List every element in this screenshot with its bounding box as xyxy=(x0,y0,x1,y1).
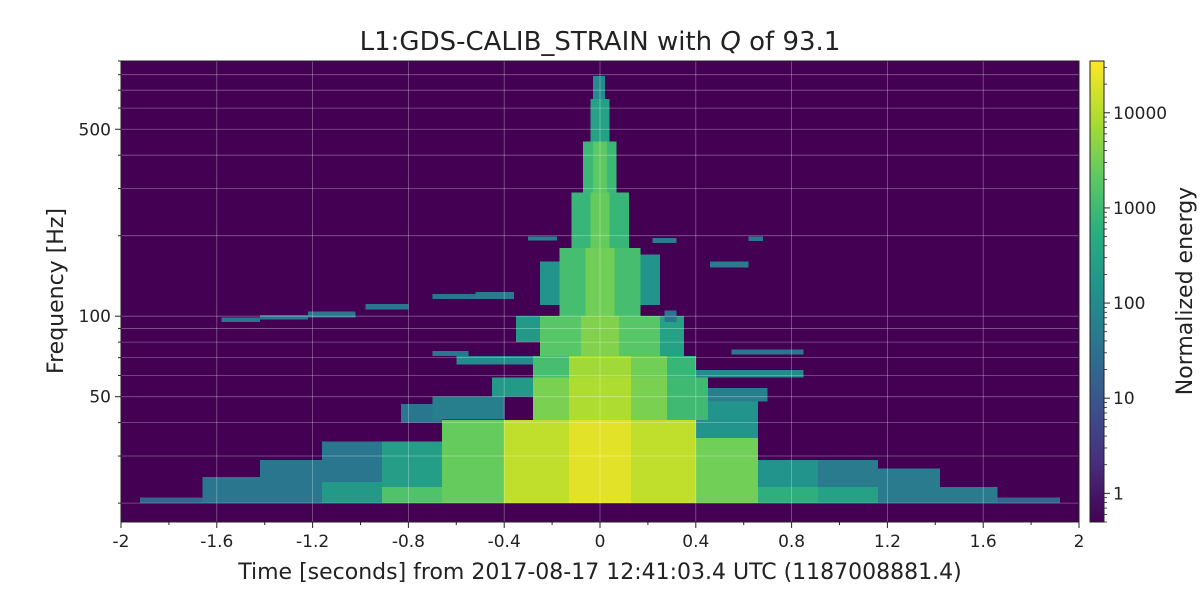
heatmap-tile xyxy=(758,460,818,487)
heatmap-tile xyxy=(259,315,308,320)
y-tick-label: 100 xyxy=(79,307,111,327)
heatmap-tile xyxy=(365,304,409,310)
chart-title-q: Q xyxy=(720,27,740,57)
heatmap-tile xyxy=(695,369,804,378)
heatmap-tile xyxy=(592,141,608,193)
heatmap-tile xyxy=(221,317,260,323)
heatmap-tile xyxy=(571,192,591,248)
heatmap-tile xyxy=(432,294,476,299)
heatmap-tile xyxy=(259,460,323,504)
y-tick-label: 500 xyxy=(79,120,111,140)
heatmap-tile xyxy=(619,316,660,356)
heatmap-tile xyxy=(456,356,533,365)
heatmap-tile xyxy=(140,497,203,504)
x-tick-label: 2 xyxy=(1074,532,1085,552)
heatmap-tile xyxy=(667,356,696,378)
x-tick-label: 1.2 xyxy=(874,532,901,552)
heatmap-tile xyxy=(432,396,505,420)
heatmap-tile xyxy=(877,468,941,504)
heatmap-tile xyxy=(631,356,667,378)
heatmap-tile xyxy=(475,292,514,299)
x-tick-label: -0.8 xyxy=(392,532,425,552)
heatmap-tile xyxy=(382,486,442,504)
heatmap-tile xyxy=(492,377,533,397)
heatmap-tile xyxy=(817,460,878,487)
colorbar-label: Normalized energy xyxy=(1173,187,1198,395)
heatmap-tile xyxy=(540,261,560,306)
x-axis-label: Time [seconds] from 2017-08-17 12:41:03.… xyxy=(237,560,961,585)
chart-title: L1:GDS-CALIB_STRAIN with Q of 93.1 xyxy=(360,27,841,57)
x-axis-ticks: -2 -1.6 -1.2 -0.8 -0.4 0 0.4 0.8 1.2 1.6 2 xyxy=(113,522,1085,552)
colorbar-ticks: 1 10 100 1000 10000 xyxy=(1104,66,1167,523)
heatmap-tile xyxy=(695,438,759,504)
heatmap-tile xyxy=(528,236,557,241)
heatmap-tile xyxy=(532,356,569,378)
x-tick-label: -1.2 xyxy=(296,532,329,552)
heatmap-tile xyxy=(748,236,763,242)
heatmap-tile xyxy=(432,351,469,356)
heatmap-tiles xyxy=(140,76,1060,504)
x-tick-label: 0 xyxy=(595,532,606,552)
colorbar-tick-label: 10000 xyxy=(1113,104,1167,124)
chart-title-prefix: L1:GDS-CALIB_STRAIN with xyxy=(360,27,721,57)
heatmap-tile xyxy=(758,486,818,504)
colorbar-tick-label: 100 xyxy=(1113,294,1145,314)
heatmap-tile xyxy=(940,486,998,504)
heatmap-tile xyxy=(382,441,442,487)
heatmap-tile xyxy=(568,377,632,420)
heatmap-tile xyxy=(707,387,768,402)
heatmap-tile xyxy=(585,247,615,317)
heatmap-tile xyxy=(710,261,749,268)
heatmap-tile xyxy=(609,192,629,248)
y-tick-label: 50 xyxy=(89,388,111,408)
heatmap-tile xyxy=(667,377,708,420)
x-tick-label: -2 xyxy=(113,532,130,552)
x-tick-label: 1.6 xyxy=(970,532,997,552)
heatmap-tile xyxy=(532,377,569,420)
y-axis-ticks: 50 100 500 xyxy=(79,60,121,504)
heatmap-tile xyxy=(659,316,684,356)
chart-title-suffix: of 93.1 xyxy=(741,27,840,57)
heatmap-tile xyxy=(652,238,677,243)
x-tick-label: 0.8 xyxy=(778,532,805,552)
heatmap-tile xyxy=(592,76,605,99)
heatmap-tile xyxy=(307,311,356,318)
x-tick-label: -1.6 xyxy=(200,532,233,552)
heatmap-tile xyxy=(997,497,1060,504)
colorbar-tick-label: 1000 xyxy=(1113,199,1156,219)
heatmap-tile xyxy=(614,247,641,317)
heatmap-tile xyxy=(322,441,383,482)
heatmap-tile xyxy=(580,316,620,356)
y-axis-label: Frequency [Hz] xyxy=(44,208,69,374)
heatmap-tile xyxy=(540,316,581,356)
heatmap-tile xyxy=(504,419,569,504)
heatmap-tile xyxy=(640,254,660,306)
heatmap-tile xyxy=(441,419,505,504)
heatmap-tile xyxy=(322,481,383,504)
x-tick-label: 0.4 xyxy=(682,532,709,552)
heatmap-tile xyxy=(590,98,610,142)
heatmap-tile xyxy=(568,356,632,378)
x-tick-label: -0.4 xyxy=(488,532,521,552)
heatmap-tile xyxy=(590,192,610,248)
heatmap-tile xyxy=(202,477,260,504)
heatmap-tile xyxy=(516,316,541,343)
colorbar xyxy=(1089,60,1105,523)
heatmap-tile xyxy=(568,419,632,504)
heatmap-tile xyxy=(631,377,667,420)
colorbar-tick-label: 1 xyxy=(1113,484,1124,504)
colorbar-tick-label: 10 xyxy=(1113,389,1135,409)
heatmap-tile xyxy=(817,486,878,504)
heatmap-tile xyxy=(731,349,804,355)
heatmap-tile xyxy=(559,247,586,317)
heatmap-tile xyxy=(664,310,677,323)
heatmap-tile xyxy=(631,419,696,504)
heatmap-tile xyxy=(401,403,442,423)
